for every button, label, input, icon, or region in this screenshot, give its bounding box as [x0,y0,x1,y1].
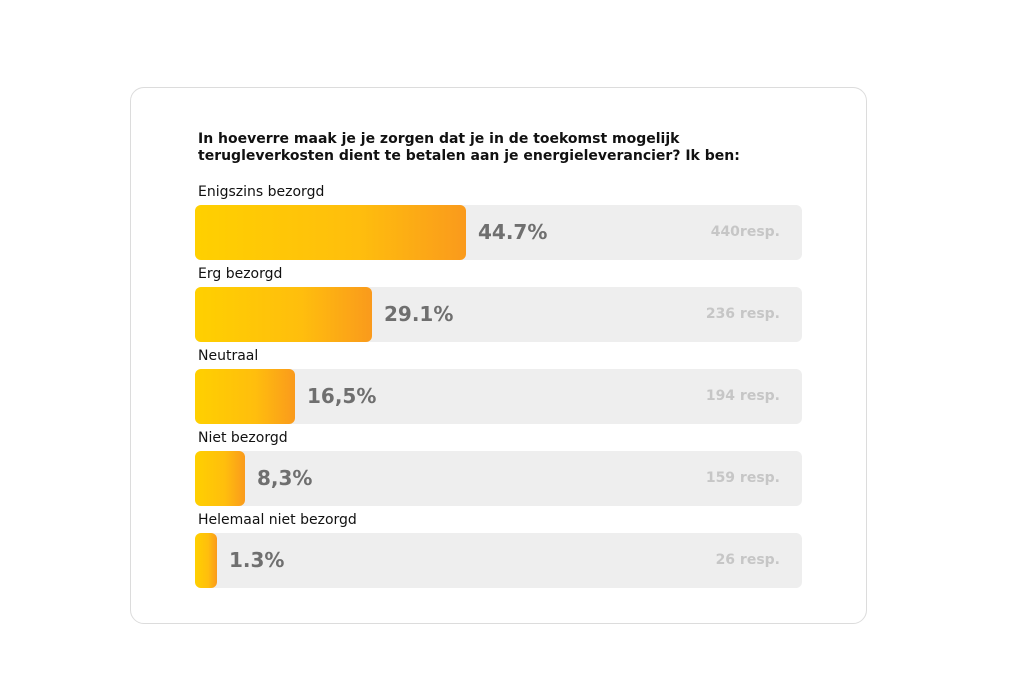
bar-track: 29.1% 236 resp. [195,287,802,342]
percentage-label: 44.7% [478,220,548,244]
bar-track: 44.7% 440resp. [195,205,802,260]
response-count: 159 resp. [705,470,780,486]
category-label: Helemaal niet bezorgd [198,512,357,528]
category-label: Neutraal [198,348,259,364]
response-count: 236 resp. [705,306,780,322]
response-count: 440resp. [710,224,780,240]
bar-row: Helemaal niet bezorgd 1.3% 26 resp. [195,511,802,593]
bar-fill [195,205,466,260]
bar-fill [195,369,295,424]
category-label: Enigszins bezorgd [198,184,325,200]
chart-title: In hoeverre maak je je zorgen dat je in … [198,131,740,164]
category-label: Erg bezorgd [198,266,283,282]
bar-row: Niet bezorgd 8,3% 159 resp. [195,429,802,511]
bar-row: Neutraal 16,5% 194 resp. [195,347,802,429]
percentage-label: 16,5% [307,384,377,408]
bar-fill [195,533,217,588]
bar-fill [195,287,372,342]
response-count: 26 resp. [715,552,780,568]
bar-row: Erg bezorgd 29.1% 236 resp. [195,265,802,347]
percentage-label: 8,3% [257,466,313,490]
response-count: 194 resp. [705,388,780,404]
bar-chart: Enigszins bezorgd 44.7% 440resp. Erg bezorg… [195,183,802,593]
bar-track: 16,5% 194 resp. [195,369,802,424]
percentage-label: 29.1% [384,302,454,326]
bar-row: Enigszins bezorgd 44.7% 440resp. [195,183,802,265]
category-label: Niet bezorgd [198,430,288,446]
bar-track: 1.3% 26 resp. [195,533,802,588]
bar-fill [195,451,245,506]
bar-track: 8,3% 159 resp. [195,451,802,506]
percentage-label: 1.3% [229,548,285,572]
